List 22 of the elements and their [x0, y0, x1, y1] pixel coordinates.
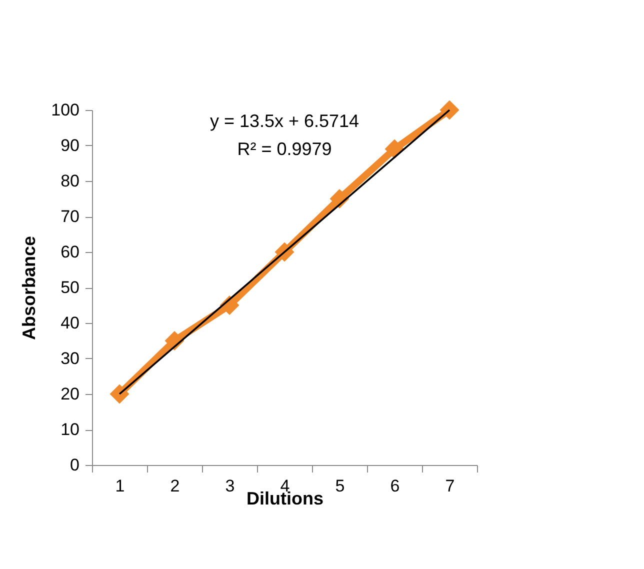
y-tick-label: 100	[51, 100, 80, 120]
y-tick-label: 90	[60, 136, 80, 155]
x-tick-label: 7	[445, 476, 455, 496]
y-tick-label: 50	[60, 278, 80, 297]
x-tick-label: 2	[170, 476, 180, 496]
y-tick-label: 10	[60, 420, 80, 439]
x-tick-label: 5	[335, 476, 345, 496]
y-tick-label: 80	[60, 172, 80, 190]
x-tick-label: 1	[115, 476, 125, 496]
point	[440, 100, 460, 120]
y-tick-label: 60	[60, 242, 80, 262]
annotation: y = 13.5x + 6.5714	[210, 111, 360, 131]
annotation: R² = 0.9979	[237, 139, 332, 159]
point	[110, 384, 130, 404]
y-tick-label: 70	[60, 207, 80, 226]
y-tick-label: 40	[60, 314, 80, 332]
x-tick-label: 3	[225, 476, 235, 496]
y-tick-label: 0	[70, 456, 80, 474]
x-tick-label: 6	[390, 476, 400, 496]
y-axis-title: Absorbance	[19, 236, 40, 340]
y-tick-label: 30	[60, 349, 80, 368]
y-tick-label: 20	[60, 384, 80, 404]
